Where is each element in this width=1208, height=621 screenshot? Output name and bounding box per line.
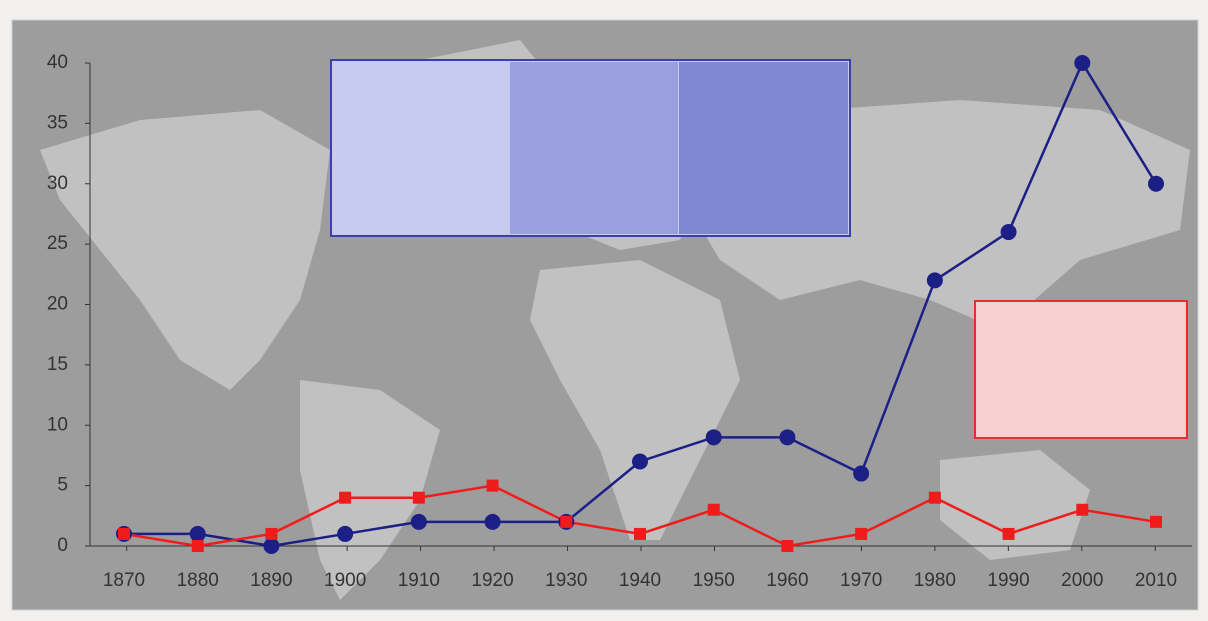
- x-tick-label: 1880: [177, 570, 219, 591]
- point-marker: [1001, 224, 1017, 240]
- point-marker: [190, 526, 206, 542]
- point-marker: [708, 504, 720, 516]
- y-tick-label: 20: [47, 294, 68, 315]
- y-tick-label: 15: [47, 354, 68, 375]
- x-tick-label: 1950: [693, 570, 735, 591]
- y-tick-label: 5: [57, 475, 68, 496]
- point-marker: [411, 514, 427, 530]
- portrait-image: [510, 62, 678, 234]
- x-tick-label: 2000: [1061, 570, 1103, 591]
- point-marker: [339, 492, 351, 504]
- point-marker: [118, 528, 130, 540]
- x-tick-label: 1890: [250, 570, 292, 591]
- x-tick-label: 1900: [324, 570, 366, 591]
- x-tick-label: 1930: [545, 570, 587, 591]
- point-marker: [1076, 504, 1088, 516]
- point-marker: [634, 528, 646, 540]
- point-marker: [781, 540, 793, 552]
- point-marker: [337, 526, 353, 542]
- x-tick-label: 2010: [1135, 570, 1177, 591]
- point-marker: [1150, 516, 1162, 528]
- point-marker: [560, 516, 572, 528]
- y-tick-label: 10: [47, 414, 68, 435]
- y-tick-label: 0: [57, 535, 68, 556]
- point-marker: [263, 538, 279, 554]
- point-marker: [853, 466, 869, 482]
- x-tick-label: 1910: [398, 570, 440, 591]
- point-marker: [192, 540, 204, 552]
- y-tick-label: 30: [47, 173, 68, 194]
- point-marker: [632, 453, 648, 469]
- building-image: [679, 62, 848, 234]
- page: 0 5 10 15 20 25 30 35 40 1870 1880 1890 1900 1910 1920…: [0, 0, 1208, 621]
- point-marker: [1003, 528, 1015, 540]
- x-tick-label: 1980: [914, 570, 956, 591]
- point-marker: [706, 429, 722, 445]
- y-tick-label: 40: [47, 52, 68, 73]
- point-marker: [855, 528, 867, 540]
- x-tick-label: 1970: [840, 570, 882, 591]
- point-marker: [265, 528, 277, 540]
- x-tick-label: 1870: [103, 570, 145, 591]
- x-tick-label: 1920: [471, 570, 513, 591]
- x-tick-label: 1990: [987, 570, 1029, 591]
- point-marker: [413, 492, 425, 504]
- chart: 0 5 10 15 20 25 30 35 40 1870 1880 1890 1900 1910 1920…: [0, 0, 1208, 621]
- point-marker: [929, 492, 941, 504]
- point-marker: [485, 514, 501, 530]
- y-tick-label: 25: [47, 233, 68, 254]
- y-tick-label: 35: [47, 112, 68, 133]
- point-marker: [927, 272, 943, 288]
- point-marker: [1148, 176, 1164, 192]
- x-tick-label: 1960: [766, 570, 808, 591]
- x-tick-label: 1940: [619, 570, 661, 591]
- point-marker: [487, 480, 499, 492]
- point-marker: [1074, 55, 1090, 71]
- point-marker: [779, 429, 795, 445]
- stamp-image: [975, 301, 1187, 438]
